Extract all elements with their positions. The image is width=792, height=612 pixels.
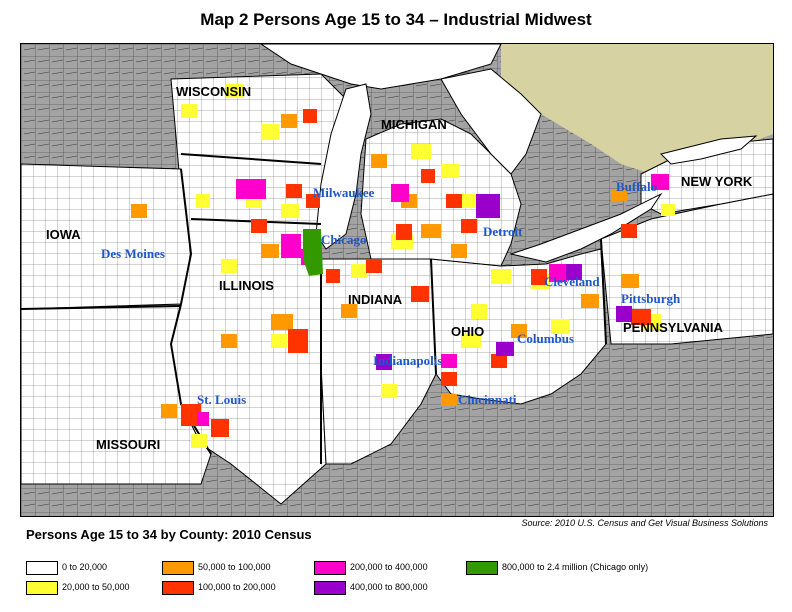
- state-label-indiana: INDIANA: [348, 292, 403, 307]
- canada-region: [501, 44, 773, 174]
- map-svg: WISCONSIN MICHIGAN NEW YORK IOWA ILLINOI…: [21, 44, 773, 516]
- legend-label: 400,000 to 800,000: [350, 582, 428, 592]
- state-label-illinois: ILLINOIS: [219, 278, 274, 293]
- city-label-cincinnati: Cincinnati: [458, 392, 517, 407]
- city-label-milwaukee: Milwaukee: [313, 185, 375, 200]
- legend-label: 20,000 to 50,000: [62, 582, 130, 592]
- city-label-cleveland: Cleveland: [544, 274, 600, 289]
- state-label-new-york: NEW YORK: [681, 174, 753, 189]
- legend-swatch: [26, 581, 58, 595]
- legend-label: 800,000 to 2.4 million (Chicago only): [502, 562, 649, 572]
- legend-label: 200,000 to 400,000: [350, 562, 428, 572]
- legend-item: 200,000 to 400,000: [314, 561, 454, 575]
- city-label-buffalo: Buffalo: [616, 179, 657, 194]
- county-fills: [131, 84, 675, 448]
- legend-swatch: [162, 581, 194, 595]
- city-label-pittsburgh: Pittsburgh: [621, 291, 681, 306]
- city-label-chicago: Chicago: [321, 232, 367, 247]
- state-label-iowa: IOWA: [46, 227, 81, 242]
- legend-title: Persons Age 15 to 34 by County: 2010 Cen…: [26, 527, 312, 542]
- lake-erie: [509, 192, 663, 263]
- legend-swatch: [162, 561, 194, 575]
- city-label-des-moines: Des Moines: [101, 246, 165, 261]
- legend-label: 100,000 to 200,000: [198, 582, 276, 592]
- lake-ontario: [660, 135, 758, 165]
- map-area[interactable]: WISCONSIN MICHIGAN NEW YORK IOWA ILLINOI…: [20, 43, 774, 517]
- legend-swatch: [314, 561, 346, 575]
- city-label-detroit: Detroit: [483, 224, 523, 239]
- city-label-st-louis: St. Louis: [197, 392, 246, 407]
- legend-item: 20,000 to 50,000: [26, 581, 156, 595]
- state-label-wisconsin: WISCONSIN: [176, 84, 251, 99]
- lake-superior: [260, 44, 502, 90]
- state-label-michigan: MICHIGAN: [381, 117, 447, 132]
- legend-label: 50,000 to 100,000: [198, 562, 271, 572]
- legend-item: 800,000 to 2.4 million (Chicago only): [466, 561, 716, 575]
- source-note: Source: 2010 U.S. Census and Get Visual …: [521, 518, 768, 528]
- state-label-ohio: OHIO: [451, 324, 484, 339]
- legend-item: 0 to 20,000: [26, 561, 156, 575]
- lake-huron: [440, 68, 542, 175]
- lake-michigan: [315, 83, 372, 250]
- legend-item: 50,000 to 100,000: [162, 561, 302, 575]
- state-label-pennsylvania: PENNSYLVANIA: [623, 320, 724, 335]
- legend-label: 0 to 20,000: [62, 562, 108, 572]
- pennsylvania-area: [600, 193, 773, 345]
- city-label-columbus: Columbus: [517, 331, 574, 346]
- legend-item: 100,000 to 200,000: [162, 581, 302, 595]
- legend-item: 400,000 to 800,000: [314, 581, 454, 595]
- legend-swatch: [314, 581, 346, 595]
- state-label-missouri: MISSOURI: [96, 437, 160, 452]
- map-title: Map 2 Persons Age 15 to 34 – Industrial …: [200, 10, 592, 29]
- city-label-indianapolis: Indianapolis: [373, 353, 442, 368]
- legend-swatch: [26, 561, 58, 575]
- legend-swatch: [466, 561, 498, 575]
